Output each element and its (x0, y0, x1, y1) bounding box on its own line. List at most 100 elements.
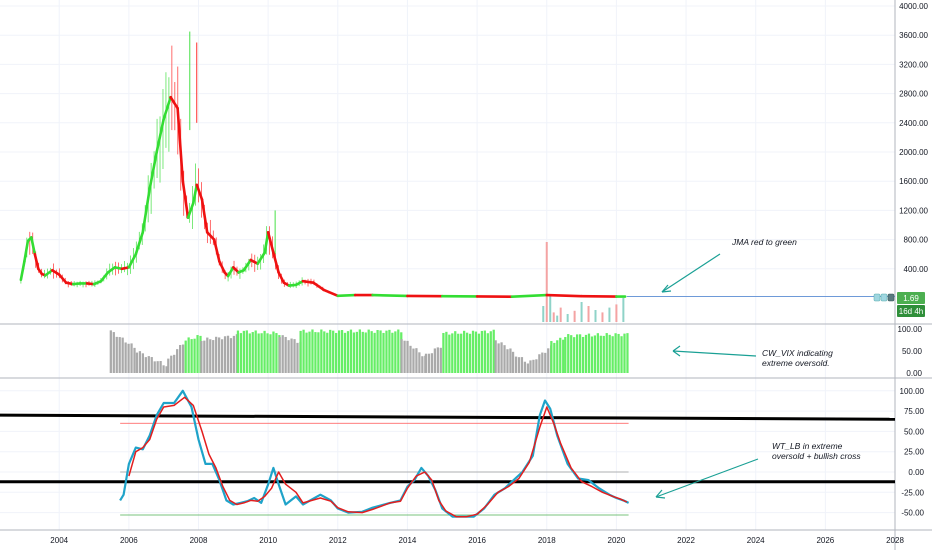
vix-bar (302, 329, 305, 373)
volume-bar (594, 310, 597, 322)
vix-bar (599, 335, 602, 373)
vix-bar (477, 333, 481, 373)
vix-bar (511, 351, 515, 373)
jma-segment (322, 288, 340, 298)
jma-segment (263, 231, 270, 255)
annotation-vix: CW_VIX indicating extreme oversold. (672, 345, 833, 368)
time-tick-label: 2024 (747, 536, 765, 545)
jma-segment (510, 293, 549, 298)
replay-markers[interactable] (873, 293, 895, 302)
jma-segment (272, 251, 280, 274)
jma-segment (200, 198, 209, 234)
vix-tick-label: 50.00 (902, 347, 923, 356)
vix-bar (468, 333, 472, 373)
vix-bar (239, 333, 243, 373)
jma-segment (162, 95, 172, 121)
time-tick-label: 2008 (190, 536, 208, 545)
vix-bar (340, 330, 344, 373)
vix-bar (266, 333, 269, 373)
time-tick-label: 2020 (608, 536, 626, 545)
vix-bar (611, 336, 614, 373)
vix-bar (538, 354, 541, 373)
vix-bar (385, 330, 388, 373)
vix-bar (329, 329, 332, 373)
vix-bar (379, 330, 382, 373)
jma-segment (545, 293, 583, 298)
vix-bar (170, 355, 173, 373)
jma-segment (19, 260, 26, 282)
annotation-jma: JMA red to green (661, 237, 797, 293)
jma-line (19, 95, 627, 298)
vix-bar (376, 330, 379, 373)
vix-bar (305, 332, 308, 373)
vix-bar (181, 344, 185, 373)
jma-segment (191, 183, 199, 205)
vix-bar (299, 330, 302, 373)
vix-bar (388, 329, 391, 373)
jma-segment (277, 271, 286, 284)
vix-bar (442, 333, 445, 373)
jma-segment (218, 260, 226, 274)
vix-bar (361, 331, 364, 373)
jma-segment (43, 268, 54, 277)
vix-tick-label: 0.00 (906, 369, 922, 378)
vix-bar (236, 330, 240, 373)
countdown-value: 16d 4h (899, 307, 923, 316)
wt-lb-panel[interactable] (0, 389, 896, 518)
vix-bar (544, 352, 547, 373)
vix-bar (187, 337, 190, 373)
price-panel[interactable] (19, 31, 895, 322)
jma-segment (33, 252, 40, 271)
vix-bar (460, 333, 463, 373)
time-axis[interactable]: 2004 2006 2008 2010 2012 2014 2016 2018 2020 2022… (50, 536, 904, 545)
time-tick-label: 2012 (329, 536, 347, 545)
vix-bar (556, 340, 559, 373)
vix-bar (220, 339, 224, 373)
vix-bar (190, 339, 193, 373)
vix-bar (620, 336, 623, 373)
vix-bar (373, 332, 376, 373)
vix-bar (251, 332, 254, 373)
volume-bar (556, 315, 559, 322)
vix-bar (602, 335, 605, 373)
vix-bar (232, 335, 236, 373)
vix-bar (430, 353, 434, 373)
vix-bar (608, 334, 611, 373)
vix-bar (130, 343, 133, 373)
time-tick-label: 2022 (677, 536, 695, 545)
vix-bar (245, 330, 248, 373)
cw-vix-panel[interactable] (109, 329, 629, 373)
jma-segment (294, 279, 305, 287)
vix-bar (492, 329, 495, 373)
vix-bar (281, 335, 284, 373)
vix-bar (454, 331, 457, 373)
price-tick-label: 800.00 (904, 236, 929, 245)
vix-bar (184, 340, 187, 373)
vix-bar (584, 334, 588, 373)
vix-bar (196, 335, 199, 373)
volume-bar (545, 242, 548, 322)
vix-bar (135, 352, 139, 373)
price-axis[interactable]: 4000.00 3600.00 3200.00 2800.00 2400.00 2000.… (898, 2, 929, 518)
jma-segment (127, 252, 138, 269)
jma-segment (30, 236, 37, 256)
vix-bar (581, 336, 585, 373)
vix-bar (278, 337, 281, 373)
vix-bar (474, 331, 478, 373)
vix-bar (529, 360, 532, 373)
vix-bar (364, 332, 367, 373)
vix-bar (162, 365, 165, 373)
vix-bar (127, 343, 130, 373)
vix-bar (457, 333, 460, 373)
vix-bar (573, 337, 576, 373)
jma-segment (134, 231, 145, 256)
time-tick-label: 2004 (50, 536, 68, 545)
vix-bar (118, 337, 121, 373)
vix-bar (272, 331, 275, 373)
wt-tick-label: -50.00 (901, 509, 924, 518)
vix-bar (349, 329, 353, 373)
vix-bar (421, 356, 424, 373)
vix-bar (317, 332, 320, 373)
vix-bar (596, 333, 599, 373)
vix-bar (394, 331, 397, 373)
